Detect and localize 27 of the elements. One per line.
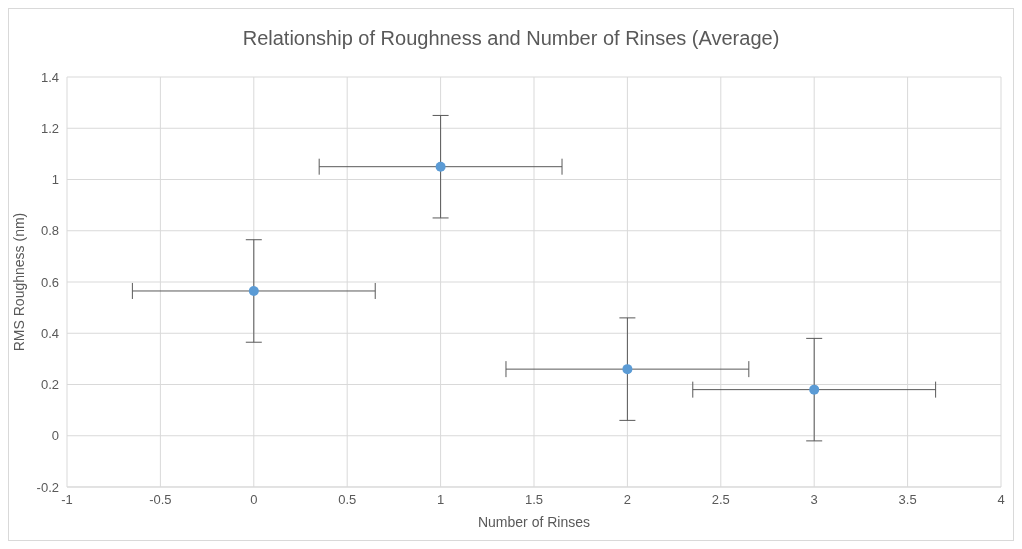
x-tick-label: 4	[997, 492, 1005, 508]
x-tick-label: 3.5	[898, 492, 917, 508]
y-tick-label: 1.2	[40, 120, 59, 136]
x-tick-label: 2.5	[711, 492, 730, 508]
y-tick-label: 0.8	[40, 223, 59, 239]
x-axis-title: Number of Rinses	[477, 514, 591, 530]
point	[622, 364, 633, 375]
x-tick-label: -0.5	[149, 492, 172, 508]
y-tick-label: 0	[51, 428, 59, 444]
y-axis-title: RMS Roughness (nm)	[10, 212, 27, 352]
x-tick-label: 2	[623, 492, 632, 508]
x-tick-label: -1	[61, 492, 73, 508]
x-tick-label: 1	[436, 492, 445, 508]
y-tick-label: 1	[51, 172, 59, 188]
y-tick-label: 0.4	[40, 325, 59, 341]
chart-title: Relationship of Roughness and Number of Rinses (Average)	[241, 27, 781, 51]
y-tick-label: 0.2	[40, 377, 59, 393]
y-tick-label: -0.2	[36, 479, 59, 495]
x-tick-label: 3	[810, 492, 818, 508]
point	[435, 161, 446, 172]
point	[809, 384, 820, 395]
y-tick-label: 0.6	[40, 274, 59, 290]
y-tick-label: 1.4	[40, 69, 59, 85]
x-tick-label: 0	[250, 492, 258, 508]
x-tick-label: 1.5	[524, 492, 544, 508]
x-tick-label: 0.5	[338, 492, 357, 508]
point	[248, 285, 259, 296]
